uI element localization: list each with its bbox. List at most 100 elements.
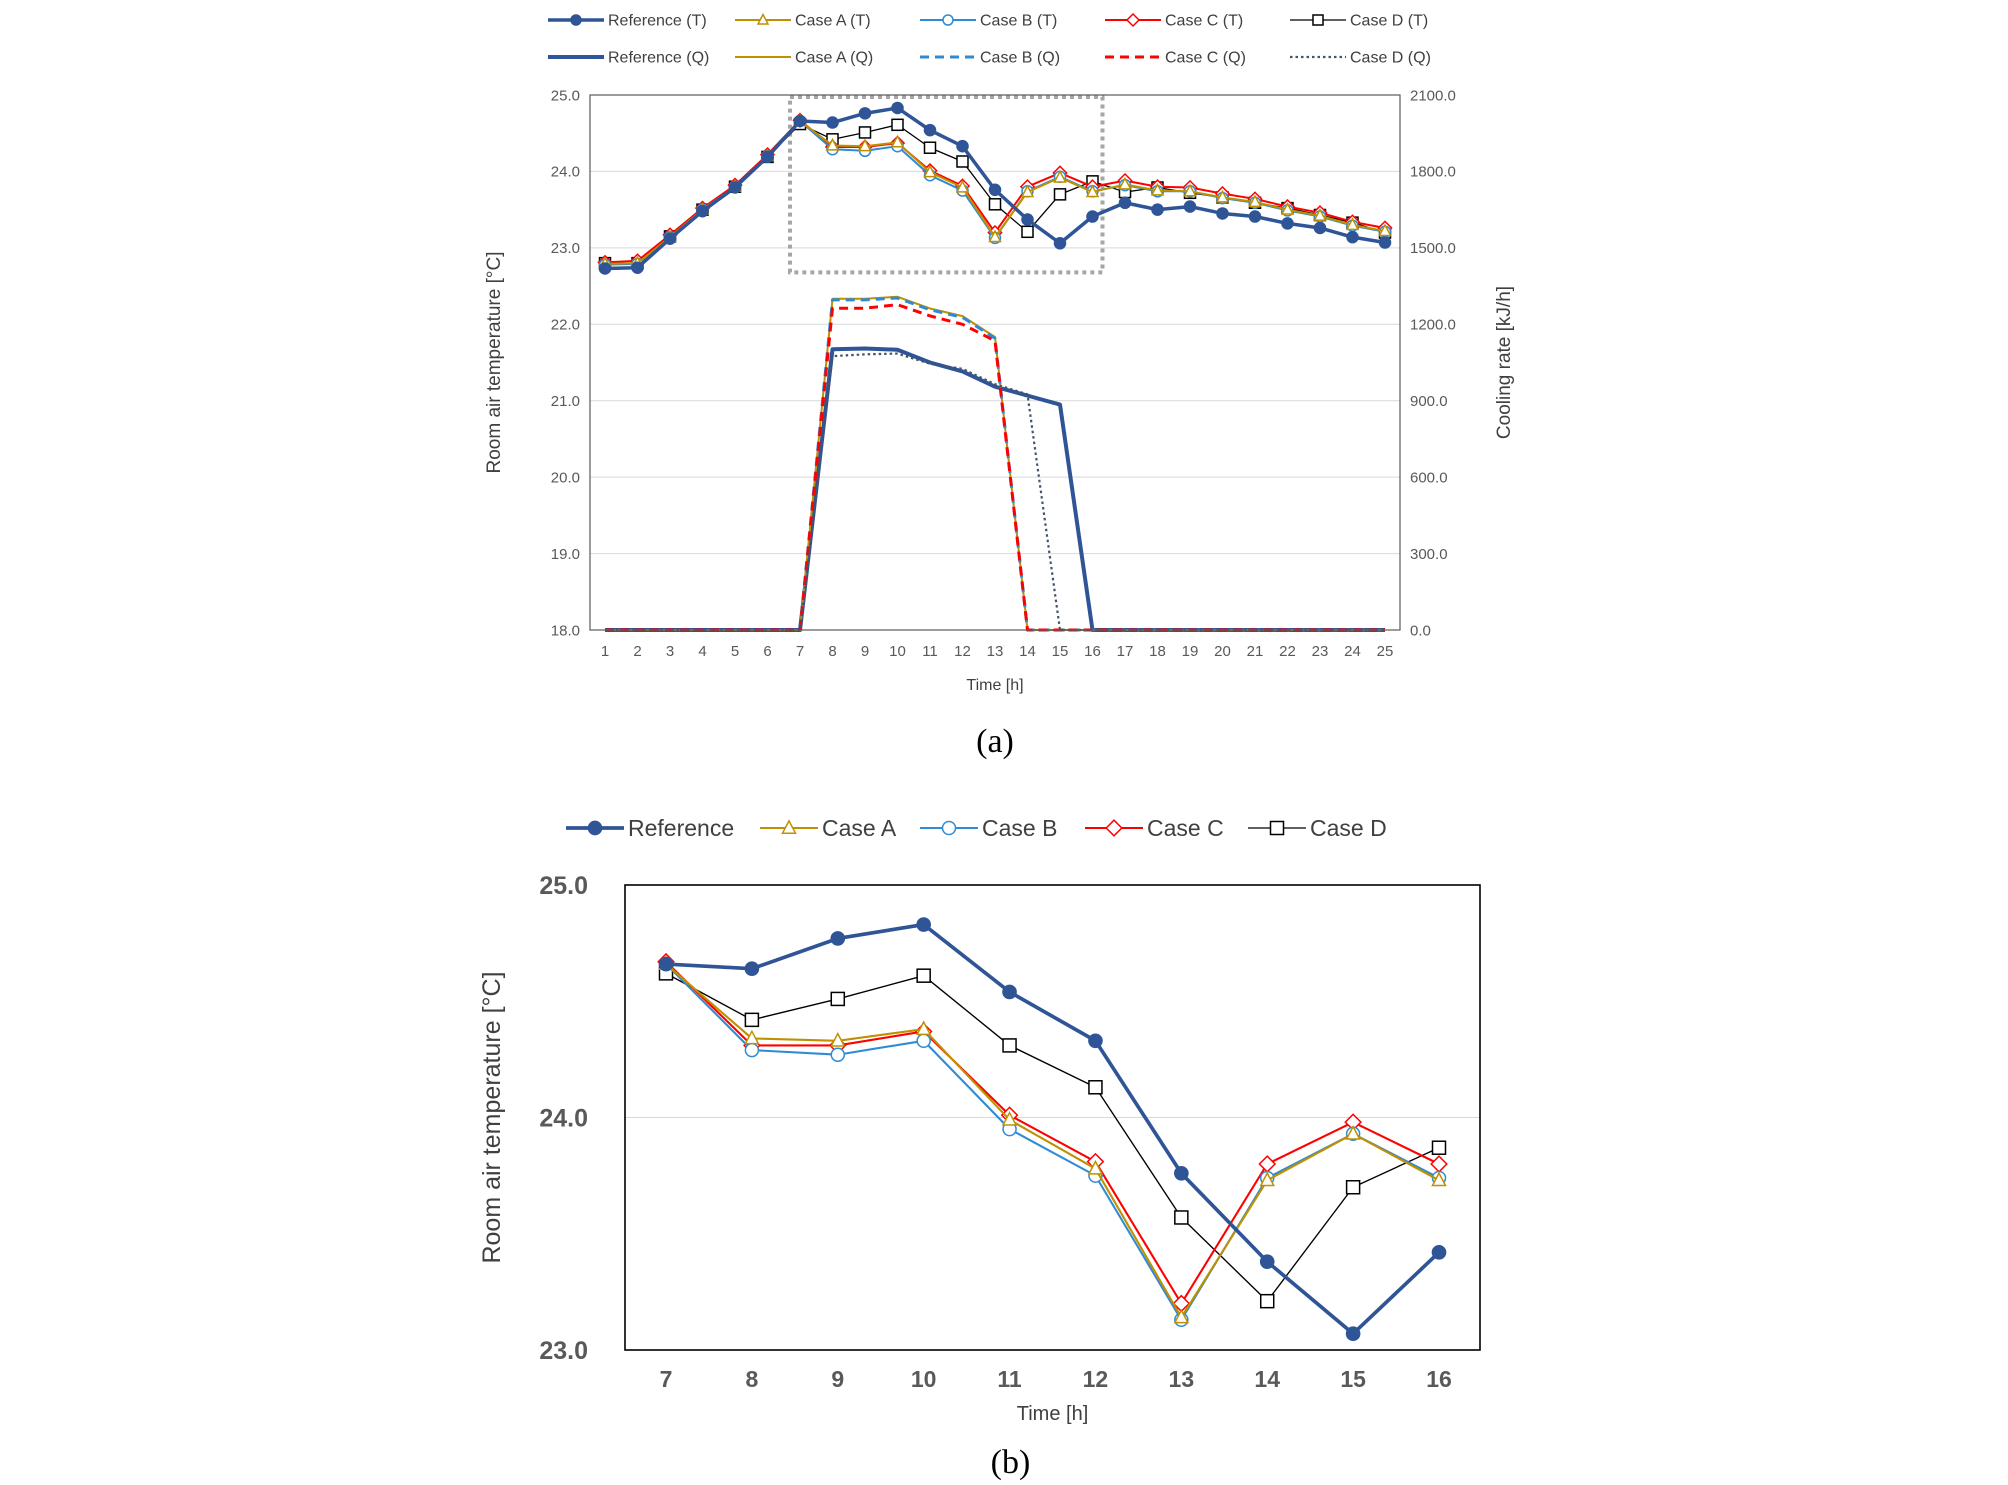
panel-label: (b) bbox=[991, 1444, 1031, 1481]
series-marker-0-20 bbox=[1248, 210, 1262, 223]
x-tick-label: 3 bbox=[666, 643, 674, 660]
series-marker-0-9 bbox=[1431, 1245, 1447, 1260]
legend-label-4: Case D (T) bbox=[1350, 13, 1428, 30]
plot-frame bbox=[589, 94, 1401, 631]
chart-b: 23.0 24.0 25.0 7 8 9 10 11 12 13 14 15 16 Time [h] Roo… bbox=[478, 815, 1481, 1481]
x-tick-label: 15 bbox=[1340, 1366, 1366, 1392]
series-marker-1-7 bbox=[825, 137, 840, 151]
series-marker-4-4 bbox=[1002, 1038, 1017, 1053]
series-marker-1-2 bbox=[830, 1032, 846, 1047]
x-tick-label: 4 bbox=[698, 643, 706, 660]
x-tick-label: 19 bbox=[1182, 643, 1199, 660]
legend-label-1: Case A (T) bbox=[795, 13, 871, 30]
y2-tick-label: 0.0 bbox=[1410, 622, 1431, 639]
series-marker-0-5 bbox=[1088, 1033, 1103, 1049]
legend-marker-3 bbox=[1125, 12, 1141, 28]
series-marker-0-7 bbox=[1259, 1254, 1275, 1269]
legend-marker-1 bbox=[756, 12, 770, 25]
series-marker-2-2 bbox=[830, 1047, 846, 1062]
legend-label-b2: Case B bbox=[982, 815, 1057, 841]
y-tick-label: 25.0 bbox=[551, 87, 580, 104]
x-tick-label: 12 bbox=[954, 643, 971, 660]
series-marker-0-18 bbox=[1183, 200, 1197, 213]
series-marker-2-1 bbox=[744, 1042, 760, 1058]
x-axis-title: Time [h] bbox=[1017, 1403, 1089, 1425]
legend-label-6: Case A (Q) bbox=[795, 50, 873, 67]
x-tick-label: 22 bbox=[1279, 643, 1296, 660]
x-tick-label: 20 bbox=[1214, 643, 1231, 660]
legend-marker-b1 bbox=[781, 819, 797, 834]
y-tick-label: 24.0 bbox=[539, 1104, 588, 1132]
legend-marker-2 bbox=[942, 14, 954, 26]
series-marker-0-23 bbox=[1346, 230, 1359, 244]
series-marker-4-3 bbox=[916, 968, 931, 983]
series-marker-1-7 bbox=[1259, 1171, 1275, 1187]
x-tick-label: 12 bbox=[1083, 1366, 1109, 1392]
series-marker-1-1 bbox=[744, 1029, 760, 1045]
x-tick-label: 10 bbox=[889, 643, 906, 660]
x-tick-label: 15 bbox=[1052, 643, 1069, 660]
series-marker-1-9 bbox=[890, 134, 905, 148]
y2-tick-label: 1500.0 bbox=[1410, 240, 1456, 257]
x-tick-label: 16 bbox=[1426, 1366, 1452, 1392]
series-marker-4-2 bbox=[830, 991, 846, 1007]
series-marker-0-19 bbox=[1216, 207, 1229, 220]
x-tick-label: 11 bbox=[997, 1366, 1022, 1392]
x-tick-label: 10 bbox=[911, 1366, 937, 1392]
legend-marker-4 bbox=[1312, 14, 1324, 26]
series-marker-1-5 bbox=[1087, 1159, 1104, 1175]
series-marker-4-8 bbox=[858, 126, 872, 139]
x-tick-label: 5 bbox=[731, 643, 739, 660]
series-marker-0-2 bbox=[663, 232, 677, 245]
x-tick-label: 14 bbox=[1254, 1366, 1280, 1392]
series-marker-0-11 bbox=[956, 139, 969, 153]
x-tick-label: 13 bbox=[1169, 1366, 1195, 1392]
series-marker-1-8 bbox=[1345, 1125, 1361, 1140]
series-marker-4-1 bbox=[744, 1012, 760, 1028]
series-marker-1-15 bbox=[1085, 184, 1100, 198]
series-marker-1-17 bbox=[1150, 182, 1165, 196]
legend-label-b1: Case A bbox=[822, 815, 897, 841]
legend-label-b0: Reference bbox=[628, 815, 734, 841]
legend-marker-b2 bbox=[941, 820, 957, 836]
series-marker-1-23 bbox=[1345, 217, 1360, 231]
series-marker-0-8 bbox=[1345, 1326, 1361, 1342]
series-line-1 bbox=[665, 963, 1440, 1319]
series-marker-1-11 bbox=[955, 179, 970, 193]
series-marker-1-24 bbox=[1378, 223, 1392, 237]
series-marker-0-4 bbox=[728, 181, 742, 194]
series-line-0 bbox=[665, 922, 1441, 1336]
series-marker-4-10 bbox=[923, 141, 937, 154]
legend-marker-0 bbox=[570, 14, 582, 26]
y2-tick-label: 300.0 bbox=[1410, 546, 1448, 563]
series-marker-4-12 bbox=[988, 198, 1002, 211]
series-marker-0-3 bbox=[916, 917, 931, 932]
series-marker-1-10 bbox=[923, 164, 937, 178]
y-axis-title: Room air temperature [°C] bbox=[484, 252, 505, 474]
legend-label-9: Case D (Q) bbox=[1350, 50, 1431, 67]
series-marker-4-5 bbox=[1088, 1080, 1103, 1095]
series-marker-4-9 bbox=[891, 118, 904, 132]
x-tick-label: 9 bbox=[861, 643, 869, 660]
x-tick-label: 21 bbox=[1247, 643, 1264, 660]
series-marker-0-10 bbox=[923, 123, 937, 137]
series-marker-4-8 bbox=[1345, 1180, 1361, 1195]
series-marker-4-9 bbox=[1431, 1140, 1447, 1155]
series-marker-0-1 bbox=[744, 961, 760, 977]
chart-a: 18.0 19.0 20.0 21.0 22.0 23.0 24.0 25.0 0.0 300.0… bbox=[484, 13, 1515, 760]
legend-marker-b4 bbox=[1269, 820, 1285, 836]
x-tick-label: 1 bbox=[601, 643, 609, 660]
series-marker-0-13 bbox=[1021, 213, 1034, 226]
x-tick-label: 2 bbox=[633, 643, 641, 660]
x-axis-title: Time [h] bbox=[966, 677, 1023, 694]
series-marker-1-13 bbox=[1020, 184, 1035, 198]
y-tick-label: 23.0 bbox=[551, 240, 580, 257]
series-marker-4-11 bbox=[956, 155, 969, 168]
x-tick-label: 14 bbox=[1019, 643, 1036, 660]
series-marker-0-7 bbox=[826, 116, 839, 129]
series-marker-2-3 bbox=[916, 1033, 931, 1049]
legend-marker-b3 bbox=[1105, 819, 1123, 837]
legend-label-b4: Case D bbox=[1310, 815, 1387, 841]
y-tick-label: 20.0 bbox=[551, 469, 580, 486]
